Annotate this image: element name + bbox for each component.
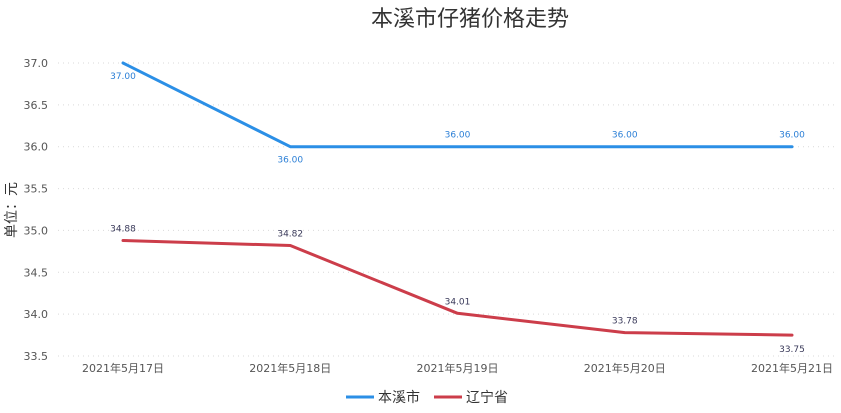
data-label: 33.78 (612, 317, 638, 327)
series-line-0[interactable] (121, 61, 794, 149)
data-label: 36.00 (779, 131, 805, 141)
legend[interactable]: 本溪市 辽宁省 (346, 389, 508, 406)
y-tick-label: 36.0 (24, 141, 49, 154)
y-axis-label: 单位：元 (4, 182, 20, 238)
x-ticks: 2021年5月17日 2021年5月18日 2021年5月19日 2021年5月20日… (82, 361, 833, 375)
y-tick-label: 36.5 (24, 99, 49, 112)
x-tick-label: 2021年5月21日 (751, 361, 833, 375)
y-tick-label: 35.5 (24, 183, 49, 196)
grid-layer (58, 62, 835, 357)
y-tick-label: 34.5 (24, 266, 49, 279)
series-layer (121, 61, 794, 337)
y-tick-label: 34.0 (24, 308, 49, 321)
y-ticks: 33.5 34.0 34.5 35.0 35.5 36.0 36.5 37.0 (24, 57, 49, 363)
data-label: 37.00 (110, 72, 136, 82)
y-tick-label: 35.0 (24, 224, 49, 237)
legend-item[interactable]: 辽宁省 (466, 389, 508, 406)
series-line-1[interactable] (121, 239, 794, 337)
x-tick-label: 2021年5月17日 (82, 361, 164, 375)
y-tick-label: 37.0 (24, 57, 49, 70)
data-labels: 37.00 36.00 36.00 36.00 36.00 34.88 34.82 34.01… (110, 72, 805, 355)
x-tick-label: 2021年5月18日 (249, 361, 331, 375)
data-label: 33.75 (779, 345, 805, 355)
data-label: 36.00 (445, 131, 471, 141)
data-label: 36.00 (612, 131, 638, 141)
x-tick-label: 2021年5月19日 (417, 361, 499, 375)
data-label: 34.88 (110, 224, 136, 234)
legend-item[interactable]: 本溪市 (378, 389, 420, 406)
chart-title: 本溪市仔猪价格走势 (371, 7, 569, 32)
data-label: 34.01 (445, 297, 471, 307)
x-tick-label: 2021年5月20日 (584, 361, 666, 375)
y-tick-label: 33.5 (24, 350, 49, 363)
data-label: 36.00 (277, 156, 303, 166)
data-label: 34.82 (277, 229, 303, 239)
